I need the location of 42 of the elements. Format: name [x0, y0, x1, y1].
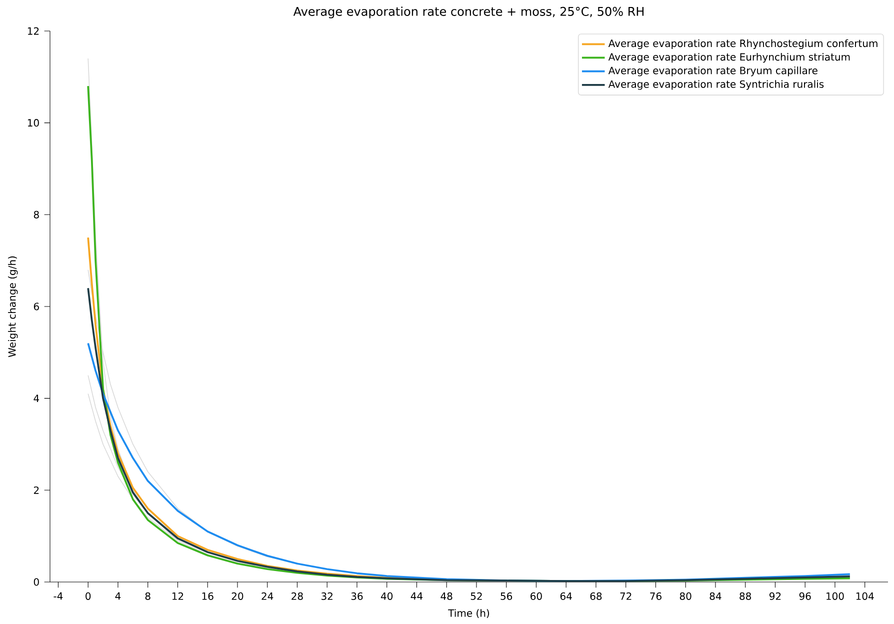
x-tick-label: 72 — [620, 592, 632, 600]
y-tick-label: 12 — [28, 27, 39, 35]
y-tick-label: 8 — [34, 210, 39, 218]
x-tick-label: 16 — [202, 592, 214, 600]
y-tick-label: 6 — [34, 302, 39, 310]
x-tick-label: 8 — [145, 592, 150, 600]
x-tick-label: 64 — [560, 592, 572, 600]
x-tick-label: 80 — [680, 592, 692, 600]
x-tick-label: 12 — [172, 592, 184, 600]
x-tick-label: 104 — [856, 592, 874, 600]
x-tick-label: 24 — [262, 592, 274, 600]
x-tick-label: 88 — [740, 592, 752, 600]
x-tick-label: 100 — [826, 592, 844, 600]
x-tick-label: 84 — [710, 592, 722, 600]
x-tick-label: 0 — [86, 592, 91, 600]
legend-label: Average evaporation rate Syntrichia ruralis — [608, 80, 824, 90]
x-tick-label: 48 — [440, 592, 452, 600]
legend-label: Average evaporation rate Eurhynchium striatum — [608, 52, 850, 63]
y-axis-title: Weight change (g/h) — [8, 256, 18, 358]
x-tick-label: 76 — [650, 592, 662, 600]
x-tick-label: 20 — [232, 592, 244, 600]
x-tick-label: 92 — [769, 592, 781, 600]
x-tick-label: 44 — [410, 592, 423, 600]
x-tick-label: 96 — [799, 592, 811, 600]
x-axis-title: Time (h) — [448, 609, 490, 618]
x-tick-label: -4 — [54, 592, 63, 600]
legend-label: Average evaporation rate Bryum capillare — [608, 66, 818, 76]
y-tick-label: 10 — [28, 119, 39, 127]
y-tick-label: 2 — [34, 486, 39, 494]
x-tick-label: 4 — [115, 592, 121, 600]
y-tick-label: 0 — [34, 578, 39, 586]
x-tick-label: 36 — [351, 592, 363, 600]
x-tick-label: 56 — [500, 592, 512, 600]
chart-title: Average evaporation rate concrete + moss, 25°C, 50% RH — [293, 6, 644, 18]
legend-label: Average evaporation rate Rhynchostegium confertum — [608, 39, 878, 50]
x-tick-label: 52 — [470, 592, 482, 600]
x-tick-label: 68 — [590, 592, 602, 600]
x-tick-label: 40 — [380, 592, 393, 600]
x-tick-label: 60 — [530, 592, 542, 600]
y-tick-label: 4 — [34, 394, 40, 402]
x-tick-label: 28 — [292, 592, 303, 600]
x-tick-label: 32 — [321, 592, 332, 600]
